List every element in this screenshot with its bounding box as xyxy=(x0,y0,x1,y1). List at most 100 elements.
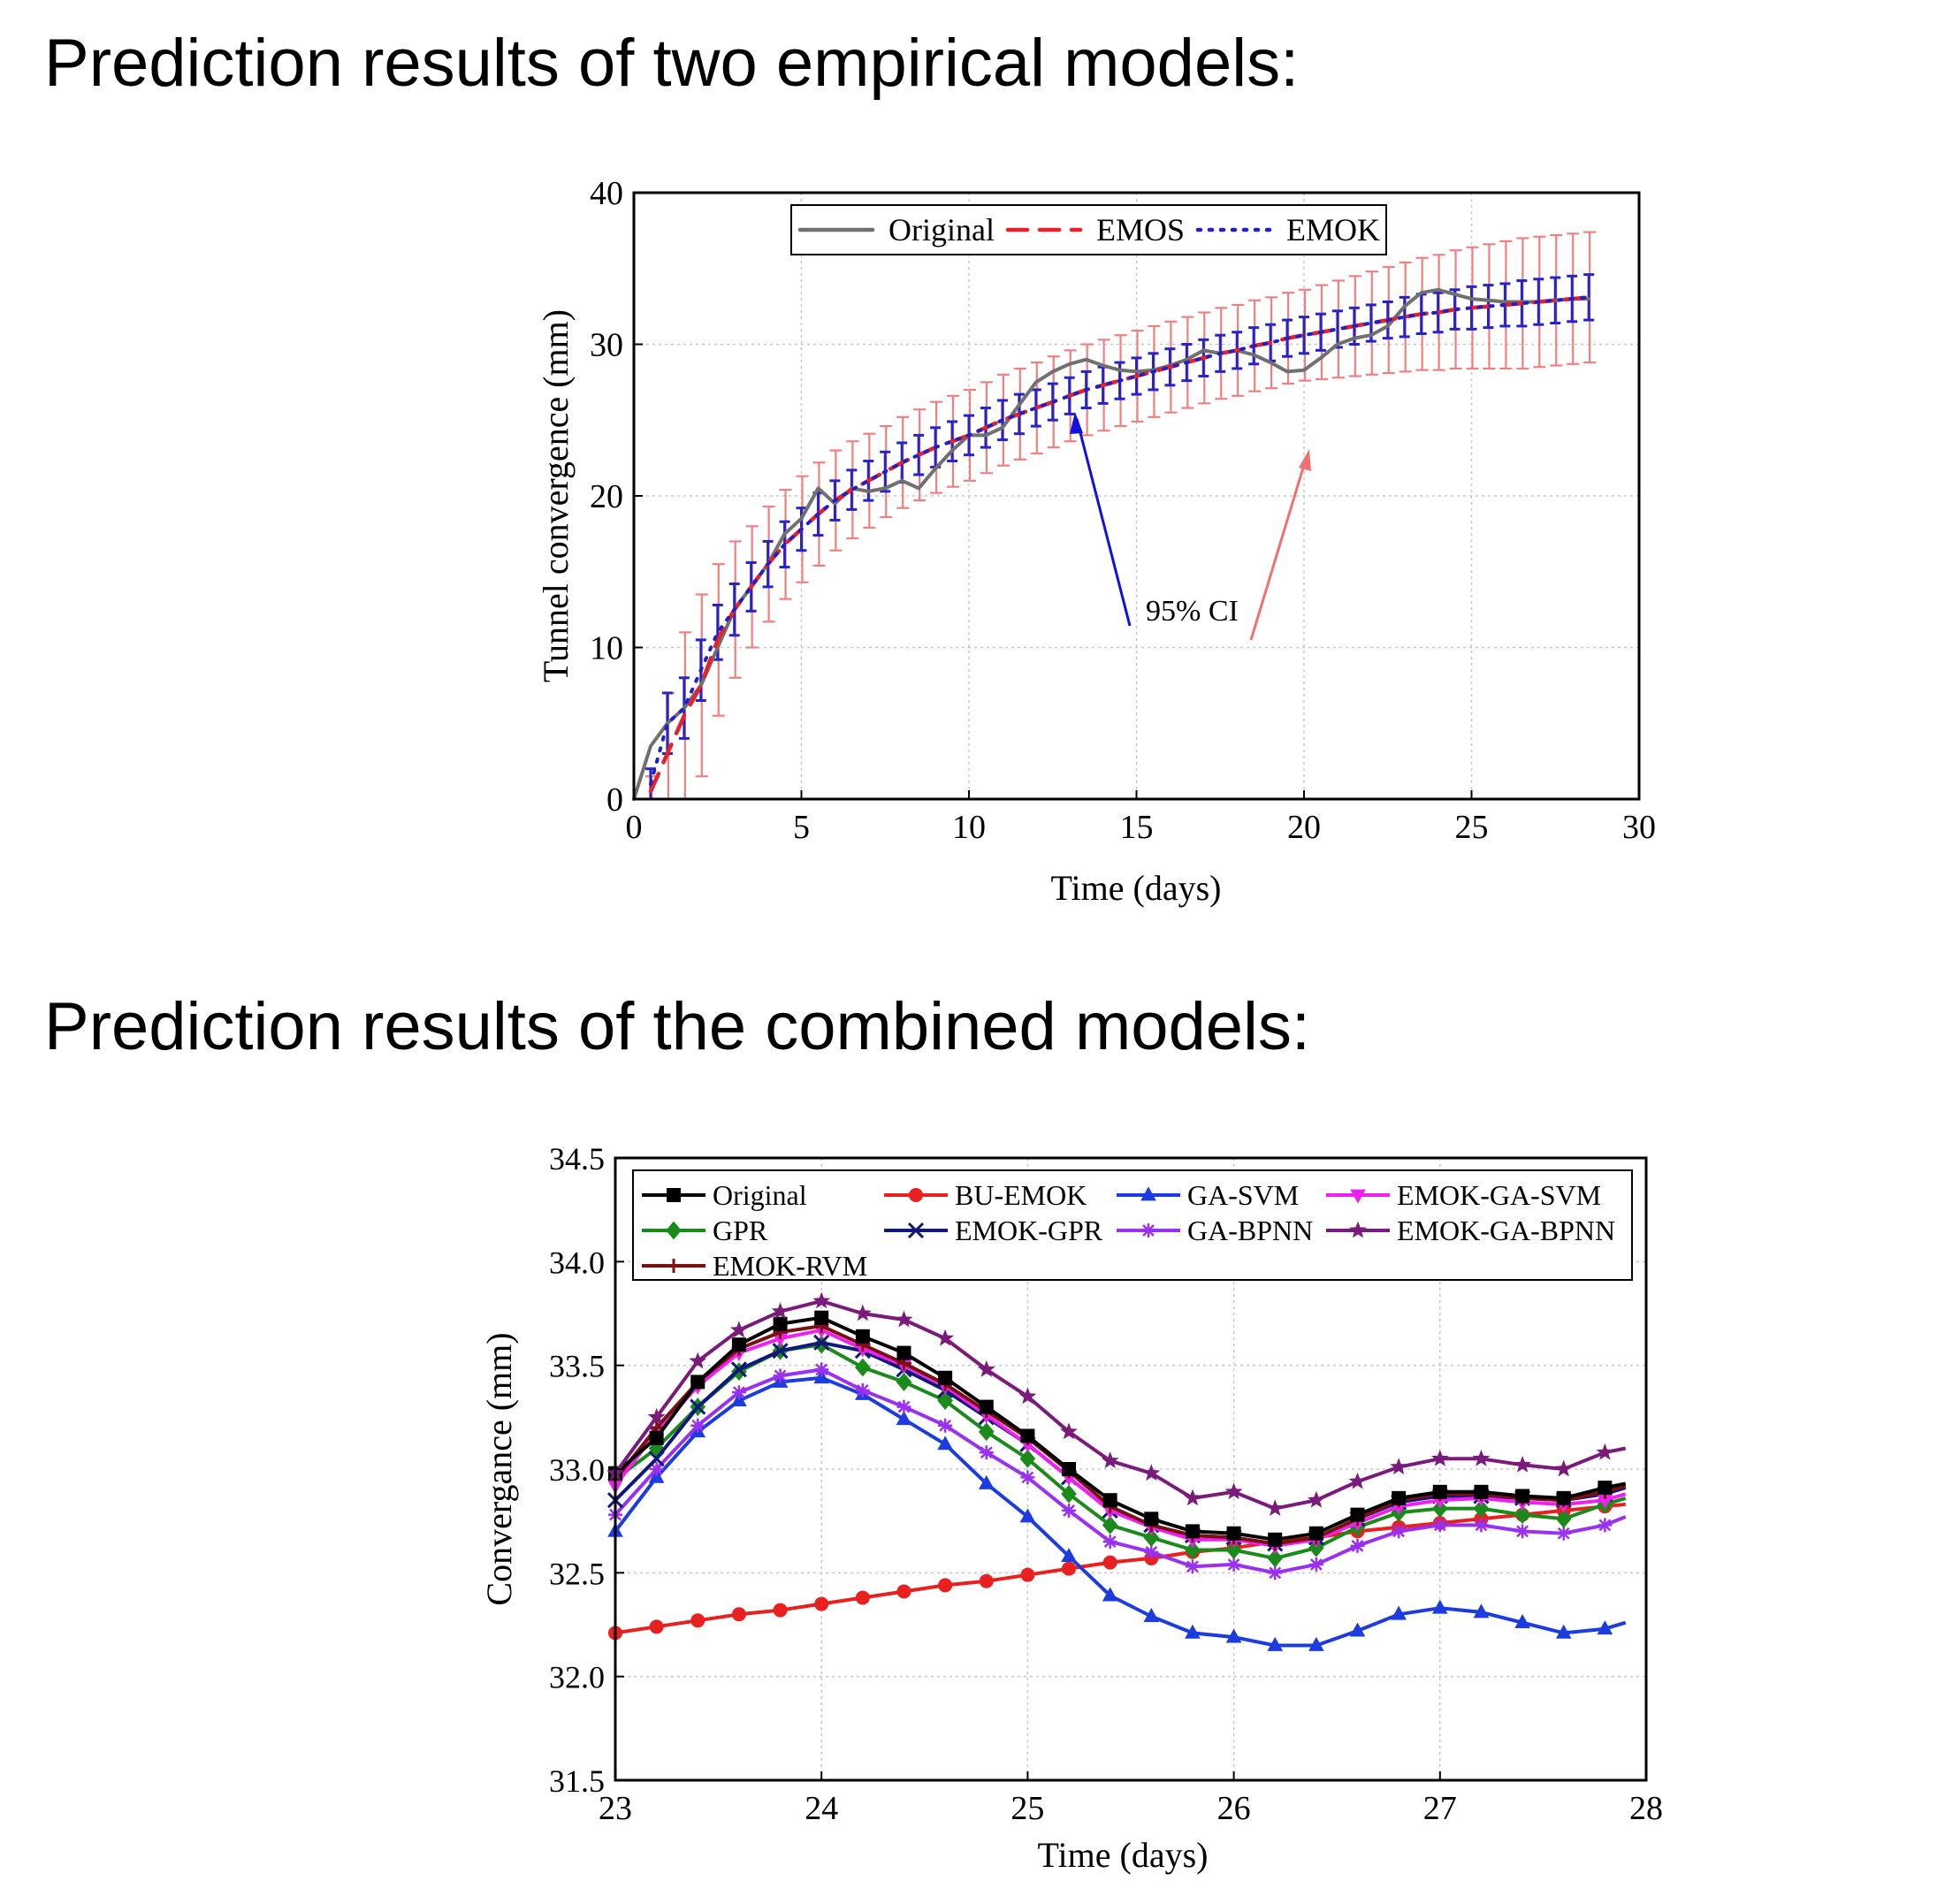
series-marker-emok-gpr-stroke-b xyxy=(813,1334,830,1351)
series-marker-ga-svm-shape xyxy=(978,1474,995,1489)
series-marker-ga-bpnn-stroke-d xyxy=(1516,1525,1529,1538)
series-marker-bu-emok xyxy=(1062,1561,1077,1576)
series-marker-original xyxy=(731,1337,746,1352)
series-marker-bu-emok-shape xyxy=(1020,1567,1035,1582)
series-marker-original xyxy=(1268,1532,1283,1547)
chart-empirical-models: 0 5 10 15 20 25 30 0 10 20 30 40 Time (days) Tunnel… xyxy=(536,175,1656,908)
arrow-to-emos-ci xyxy=(1249,455,1308,641)
series-marker-emok-gpr xyxy=(730,1361,747,1378)
heading-empirical-models: Prediction results of two empirical mode… xyxy=(44,26,1300,101)
series-marker-original xyxy=(1432,1484,1447,1499)
series-marker-emok-ga-bpnn-shape xyxy=(1390,1458,1408,1475)
series-marker-emok-ga-bpnn-shape xyxy=(1018,1387,1037,1405)
series-marker-bu-emok-shape xyxy=(773,1603,788,1618)
series-marker-ga-svm xyxy=(1225,1628,1242,1643)
series-line-original xyxy=(614,1315,1627,1542)
series-marker-ga-bpnn-stroke-d xyxy=(1103,1535,1117,1549)
legend-label-emok-ga-bpnn: EMOK-GA-BPNN xyxy=(1397,1215,1615,1246)
legend-label-emok: EMOK xyxy=(1286,212,1380,248)
series-marker-emok-ga-bpnn xyxy=(1142,1464,1161,1481)
series-marker-ga-bpnn xyxy=(1144,1544,1159,1559)
legend-marker-emok-ga-svm xyxy=(1350,1189,1366,1204)
axis-ticks: 0 5 10 15 20 25 30 0 10 20 30 40 xyxy=(590,175,1656,846)
series-marker-original-shape xyxy=(1308,1526,1323,1541)
series-marker-ga-svm xyxy=(978,1474,995,1489)
series-marker-bu-emok-shape xyxy=(1102,1555,1117,1570)
series-marker-gpr xyxy=(978,1422,995,1442)
series-marker-emok-gpr-stroke-b xyxy=(730,1361,747,1378)
series-marker-emok-ga-bpnn xyxy=(1101,1451,1119,1468)
legend-box xyxy=(790,204,1387,255)
series-marker-emok-ga-bpnn-shape xyxy=(647,1407,666,1425)
series-marker-emok-ga-bpnn-shape xyxy=(1308,1490,1325,1508)
series-marker-original-shape xyxy=(1020,1428,1035,1443)
series-marker-original xyxy=(814,1310,829,1325)
series-marker-emok-ga-bpnn-shape xyxy=(1224,1482,1243,1500)
series-marker-ga-svm-shape xyxy=(1267,1636,1284,1651)
series-marker-bu-emok-shape xyxy=(1062,1561,1077,1576)
series-marker-bu-emok xyxy=(938,1578,953,1593)
series-marker-emok-ga-bpnn xyxy=(812,1291,831,1309)
series-marker-ga-bpnn xyxy=(1226,1557,1241,1572)
series-marker-ga-bpnn xyxy=(773,1368,788,1383)
series-marker-ga-svm-shape xyxy=(1143,1608,1160,1623)
series-marker-original xyxy=(649,1430,664,1445)
series-marker-emok-ga-bpnn xyxy=(647,1407,666,1425)
series-marker-original-shape xyxy=(1350,1507,1365,1522)
series-marker-original xyxy=(1185,1524,1200,1539)
x-tick-label: 27 xyxy=(1423,1790,1457,1827)
series-marker-ga-svm xyxy=(1597,1620,1613,1635)
series-marker-ga-bpnn-stroke-d xyxy=(856,1383,869,1397)
series-marker-original xyxy=(773,1316,788,1331)
legend: Original EMOS EMOK xyxy=(790,204,1387,255)
series-marker-bu-emok xyxy=(896,1584,911,1599)
series-marker-ga-bpnn-stroke-d xyxy=(1145,1545,1158,1558)
series-marker-gpr xyxy=(1185,1541,1201,1559)
series-marker-bu-emok-shape xyxy=(896,1584,911,1599)
series-marker-bu-emok xyxy=(1102,1555,1117,1570)
series-marker-bu-emok-shape xyxy=(979,1573,994,1588)
series-ga-svm xyxy=(607,1369,1627,1651)
arrow-to-emok-ci xyxy=(1075,418,1132,627)
series-lines xyxy=(606,1291,1627,1651)
series-marker-emok-ga-svm-shape xyxy=(1597,1494,1613,1509)
series-marker-ga-bpnn-stroke-d xyxy=(939,1419,952,1432)
series-marker-original-shape xyxy=(1144,1512,1159,1527)
series-marker-original-shape xyxy=(690,1375,705,1390)
legend-label-bu-emok: BU-EMOK xyxy=(955,1179,1087,1211)
confidence-intervals xyxy=(644,231,1597,801)
series-marker-original-shape xyxy=(896,1345,911,1360)
x-tick-label: 5 xyxy=(793,809,810,846)
series-marker-bu-emok xyxy=(649,1619,664,1634)
series-marker-emok-ga-bpnn-shape xyxy=(689,1352,707,1369)
series-marker-original-shape xyxy=(1102,1493,1117,1508)
series-marker-ga-svm xyxy=(1102,1587,1118,1602)
series-marker-original xyxy=(1515,1489,1530,1504)
x-tick-label: 0 xyxy=(626,809,643,846)
series-marker-gpr xyxy=(1473,1499,1490,1518)
series-marker-gpr-shape xyxy=(648,1439,665,1458)
series-marker-original xyxy=(979,1399,994,1414)
y-tick-label: 30 xyxy=(590,327,623,364)
series-marker-emok-gpr xyxy=(648,1451,665,1467)
x-tick-label: 15 xyxy=(1120,809,1154,846)
series-marker-gpr xyxy=(855,1358,871,1377)
x-tick-label: 25 xyxy=(1011,1790,1044,1827)
series-marker-emok-ga-bpnn-shape xyxy=(1554,1459,1573,1477)
y-tick-label: 33.0 xyxy=(549,1452,605,1488)
series-ga-bpnn xyxy=(608,1362,1627,1580)
series-marker-original xyxy=(1308,1526,1323,1541)
y-tick-label: 10 xyxy=(590,630,623,667)
annotation-95-ci: 95% CI xyxy=(1146,595,1239,628)
series-marker-original-shape xyxy=(649,1430,664,1445)
series-marker-ga-bpnn xyxy=(1308,1557,1323,1572)
y-tick-label: 20 xyxy=(590,478,623,515)
series-marker-emok-ga-bpnn xyxy=(895,1310,913,1328)
series-marker-original xyxy=(1226,1526,1241,1541)
series-marker-ga-bpnn-stroke-d xyxy=(1475,1519,1488,1532)
series-marker-emok-ga-bpnn-shape xyxy=(1430,1449,1449,1466)
series-marker-original xyxy=(1102,1493,1117,1508)
y-tick-label: 32.0 xyxy=(549,1660,605,1695)
series-marker-gpr xyxy=(648,1439,665,1458)
legend-marker-bu-emok-shape xyxy=(909,1188,923,1202)
